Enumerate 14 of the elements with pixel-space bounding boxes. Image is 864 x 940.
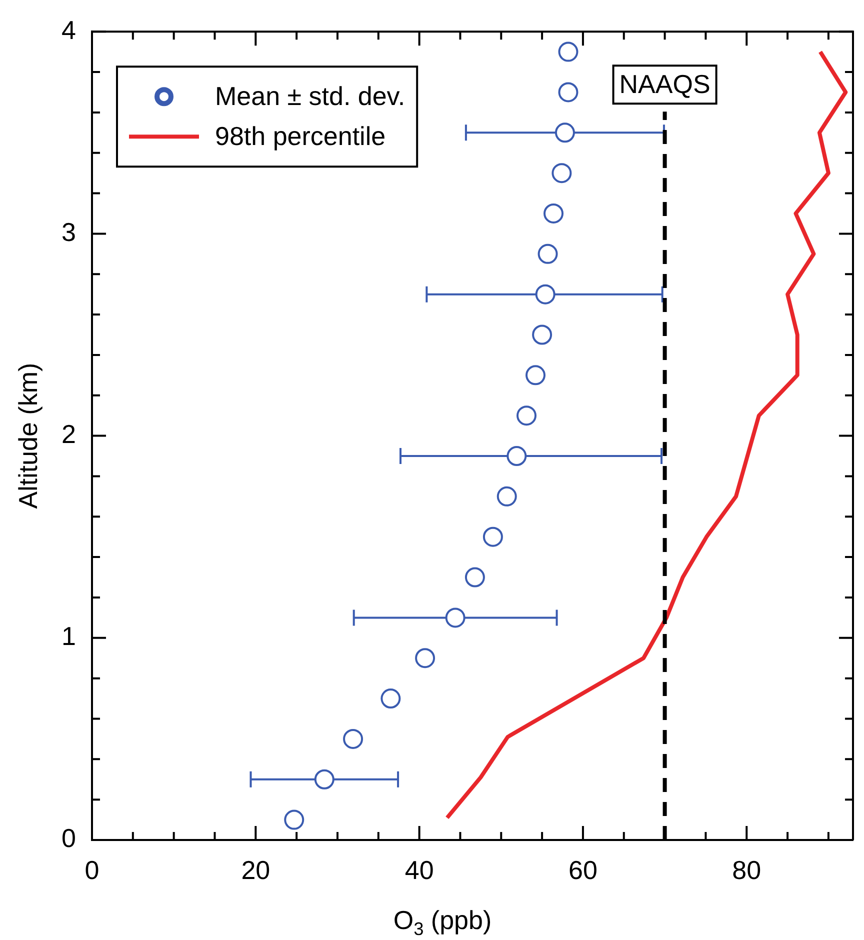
legend-label: Mean ± std. dev. xyxy=(215,80,406,111)
y-tick-label: 0 xyxy=(62,823,76,854)
x-tick-label: 20 xyxy=(241,854,270,885)
x-tick-label: 80 xyxy=(732,854,762,885)
x-tick-label: 60 xyxy=(568,854,598,885)
ref-line-label: NAAQS xyxy=(619,68,710,99)
y-axis-title: Altitude (km) xyxy=(13,362,44,509)
x-tick-label: 40 xyxy=(404,854,434,885)
y-tick-label: 1 xyxy=(62,621,76,652)
y-tick-label: 2 xyxy=(62,418,76,449)
legend-label: 98th percentile xyxy=(215,120,386,151)
y-tick-label: 4 xyxy=(62,14,76,45)
x-tick-label: 0 xyxy=(84,854,100,885)
y-tick-label: 3 xyxy=(62,216,76,247)
